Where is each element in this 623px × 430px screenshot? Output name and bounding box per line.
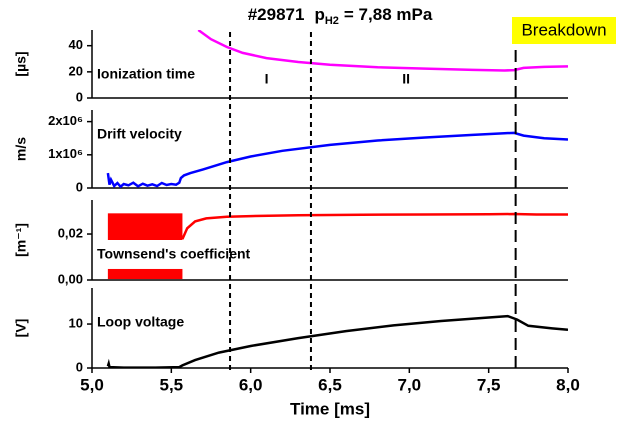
y-tick-label: 20 bbox=[69, 63, 83, 78]
y-tick-label: 2x10⁶ bbox=[48, 113, 83, 128]
y-tick-label: 1x10⁶ bbox=[48, 146, 83, 161]
x-tick-label: 5,5 bbox=[160, 375, 184, 394]
series-line bbox=[106, 314, 568, 368]
y-tick-label: 0 bbox=[76, 179, 83, 194]
title-id: #29871 bbox=[248, 5, 305, 24]
y-axis-label: [µs] bbox=[13, 51, 29, 76]
series-line bbox=[106, 131, 568, 188]
title-subscript: H2 bbox=[325, 15, 339, 27]
series-line bbox=[181, 212, 568, 240]
x-tick-label: 5,0 bbox=[80, 375, 104, 394]
title-value: = 7,88 mPa bbox=[344, 5, 433, 24]
x-tick-label: 6,5 bbox=[318, 375, 342, 394]
x-tick-label: 6,0 bbox=[239, 375, 263, 394]
y-axis-label: m/s bbox=[13, 137, 29, 161]
y-axis-label: [m⁻¹] bbox=[13, 223, 29, 257]
chart-title: #29871 pH2 = 7,88 mPa bbox=[248, 5, 433, 26]
y-tick-label: 40 bbox=[69, 37, 83, 52]
y-tick-label: 0,00 bbox=[58, 271, 83, 286]
series-line bbox=[197, 30, 568, 72]
x-tick-label: 7,5 bbox=[477, 375, 501, 394]
y-tick-label: 0 bbox=[76, 359, 83, 374]
annotation: I bbox=[265, 71, 269, 87]
title-symbol: p bbox=[314, 5, 324, 24]
plot bbox=[106, 131, 568, 188]
panel-label: Loop voltage bbox=[97, 314, 184, 330]
band bbox=[107, 213, 183, 240]
y-tick-label: 0,02 bbox=[58, 225, 83, 240]
x-tick-label: 8,0 bbox=[556, 375, 580, 394]
plot bbox=[197, 30, 568, 72]
annotation: II bbox=[402, 71, 410, 87]
badge-label: Breakdown bbox=[521, 20, 606, 39]
plot bbox=[107, 212, 568, 280]
y-axis-label: [V] bbox=[13, 319, 29, 338]
plot bbox=[106, 314, 568, 368]
y-tick-label: 0 bbox=[76, 89, 83, 104]
x-axis-label: Time [ms] bbox=[290, 399, 370, 418]
badge-box bbox=[512, 17, 616, 44]
x-tick-label: 7,0 bbox=[398, 375, 422, 394]
panel-label: Drift velocity bbox=[97, 126, 182, 142]
band bbox=[107, 268, 183, 280]
y-tick-label: 10 bbox=[69, 315, 83, 330]
panel-label: Townsend's coefficient bbox=[97, 246, 251, 262]
panel-label: Ionization time bbox=[97, 66, 195, 82]
